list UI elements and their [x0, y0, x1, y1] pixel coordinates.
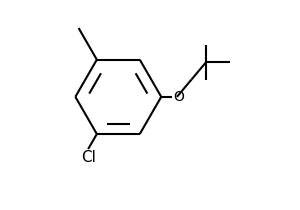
Text: Cl: Cl — [81, 150, 96, 165]
Text: O: O — [173, 90, 184, 104]
